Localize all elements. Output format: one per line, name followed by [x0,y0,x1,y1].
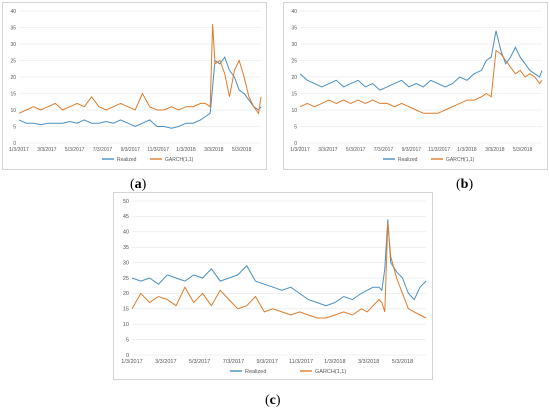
y-tick-label: 0 [13,141,16,147]
y-tick-label: 25 [10,58,16,64]
legend-label: GARCH(1,1) [165,157,194,163]
series-line-garch [131,222,427,319]
x-tick-label: 5/3/2017 [346,147,366,153]
legend-label: Realized [398,157,418,163]
y-tick-label: 30 [10,42,16,48]
x-tick-label: 3/3/2017 [155,359,176,365]
y-tick-label: 10 [291,108,297,114]
y-tick-label: 35 [10,25,16,31]
chart-panel-a: 0 5 10 15 20 25 30 35 40 1/3/2017 3/3/2017 5/3/2017… [2,2,267,170]
series-line-garch [18,24,262,115]
y-tick-label: 15 [291,91,297,97]
chart-b: 0 5 10 15 20 25 30 35 40 1/3/2017 3/3/2017 5/3/2017… [290,9,543,163]
x-tick-label: 3/3/2018 [485,147,505,153]
x-tick-label: 11/3/2017 [428,147,450,153]
x-tick-label: 3/3/2018 [358,359,379,365]
y-tick-label: 10 [10,108,16,114]
x-tick-label: 7/3/2017 [223,359,244,365]
x-tick-label: 11/3/2017 [289,359,313,365]
x-tick-label: 1/3/2018 [176,147,196,153]
legend-label: GARCH(1,1) [446,157,475,163]
series-line-garch [299,49,543,114]
x-tick-label: 1/3/2017 [121,359,142,365]
x-tick-label: 3/3/2018 [204,147,224,153]
x-tick-label: 5/3/2018 [232,147,252,153]
x-tick-label: 1/3/2018 [457,147,477,153]
legend-label: Realized [117,157,137,163]
chart-panel-b: 0 5 10 15 20 25 30 35 40 1/3/2017 3/3/2017 5/3/2017… [283,2,548,170]
y-tick-label: 45 [123,214,129,220]
x-tick-label: 1/3/2018 [324,359,345,365]
x-tick-label: 1/3/2017 [290,147,310,153]
x-tick-label: 3/3/2017 [318,147,338,153]
y-tick-label: 50 [123,199,129,205]
legend-label: GARCH(1,1) [315,369,346,375]
x-tick-label: 9/3/2017 [402,147,422,153]
x-tick-label: 5/3/2018 [392,359,413,365]
x-tick-label: 9/3/2017 [257,359,278,365]
series-line-realized [299,30,543,91]
x-tick-label: 3/3/2017 [37,147,57,153]
chart-panel-c: 0 5 10 15 20 25 30 35 40 45 50 1/3/2017 3/3/2017 5/3/… [113,192,433,380]
caption-b: (b) [456,177,474,192]
caption-a: (a) [130,177,147,192]
y-tick-label: 40 [123,230,129,236]
x-tick-label: 1/3/2017 [9,147,29,153]
y-tick-label: 0 [126,353,129,359]
chart-a: 0 5 10 15 20 25 30 35 40 1/3/2017 3/3/2017 5/3/2017… [9,9,262,163]
y-tick-label: 30 [291,42,297,48]
x-tick-label: 9/3/2017 [121,147,141,153]
series-line-realized [18,56,262,129]
y-tick-label: 30 [123,260,129,266]
y-tick-label: 0 [294,141,297,147]
legend-label: Realized [245,369,266,375]
y-tick-label: 15 [123,307,129,313]
y-tick-label: 25 [123,276,129,282]
caption-c: (c) [265,393,281,408]
y-tick-label: 35 [291,25,297,31]
x-tick-label: 7/3/2017 [93,147,113,153]
y-tick-label: 25 [291,58,297,64]
y-tick-label: 5 [126,337,129,343]
y-tick-label: 20 [291,75,297,81]
y-tick-label: 5 [13,124,16,130]
y-tick-label: 35 [123,245,129,251]
x-tick-label: 5/3/2017 [189,359,210,365]
y-tick-label: 40 [10,9,16,15]
chart-c: 0 5 10 15 20 25 30 35 40 45 50 1/3/2017 3/3/2017 5/3/… [121,199,427,375]
x-tick-label: 11/3/2017 [147,147,169,153]
y-tick-label: 10 [123,322,129,328]
y-tick-label: 15 [10,91,16,97]
y-tick-label: 20 [123,291,129,297]
y-tick-label: 20 [10,75,16,81]
x-tick-label: 7/3/2017 [374,147,394,153]
x-tick-label: 5/3/2018 [513,147,533,153]
x-tick-label: 5/3/2017 [65,147,85,153]
y-tick-label: 5 [294,124,297,130]
y-tick-label: 40 [291,9,297,15]
